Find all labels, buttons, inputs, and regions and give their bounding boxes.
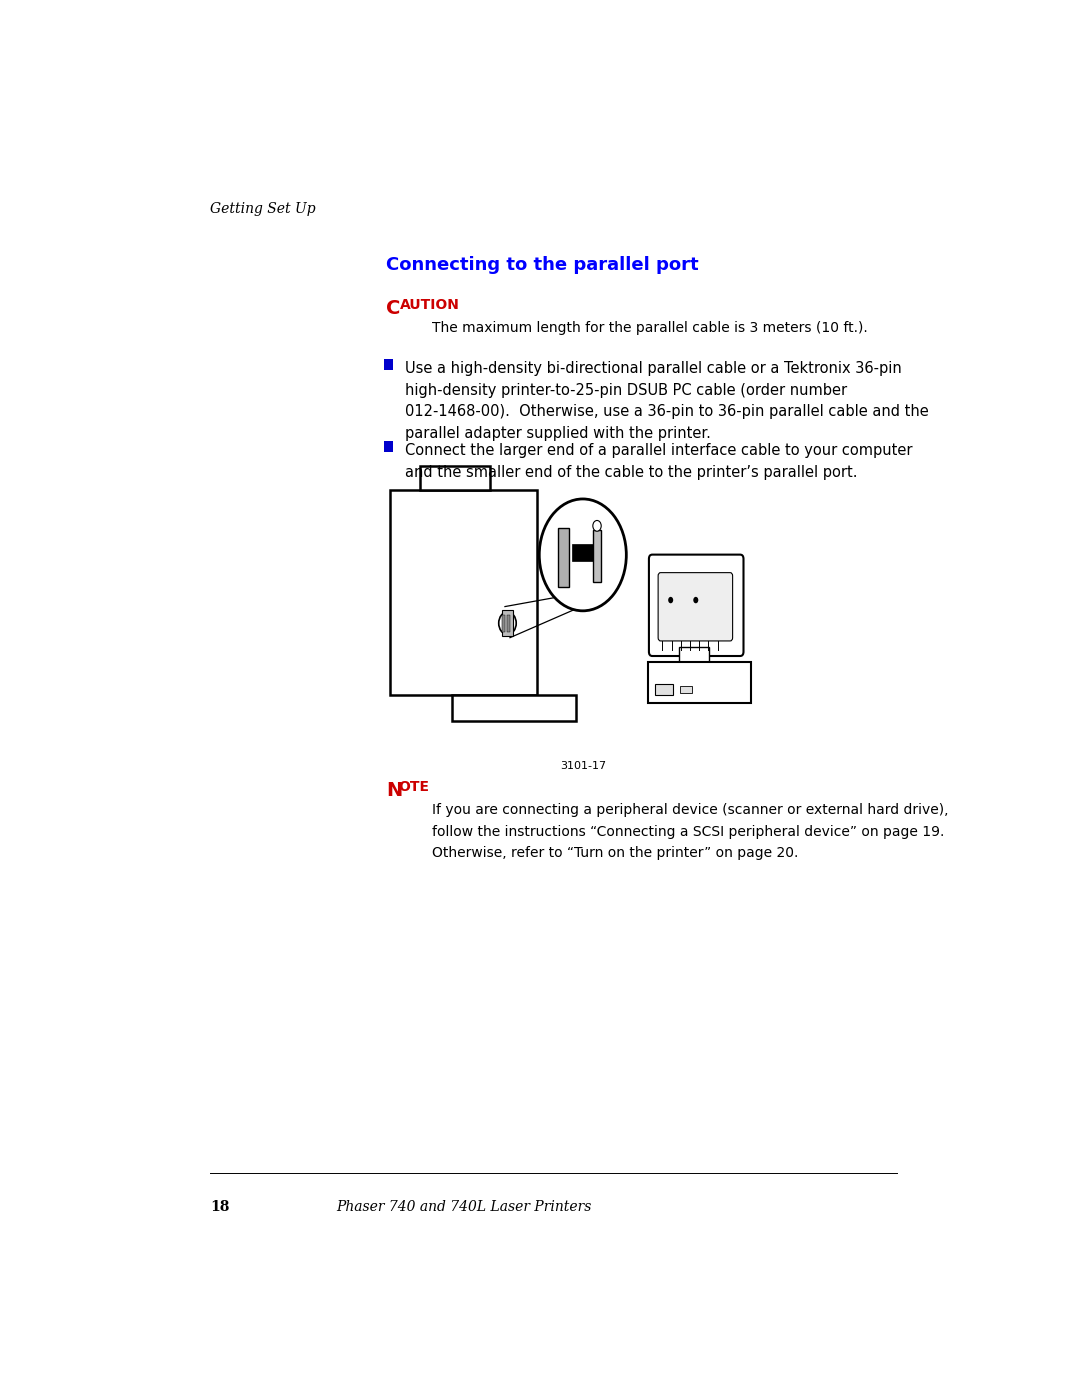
- Text: high-density printer-to-25-pin DSUB PC cable (order number: high-density printer-to-25-pin DSUB PC c…: [405, 383, 847, 398]
- Bar: [384, 441, 393, 451]
- Bar: [593, 529, 602, 581]
- Bar: [390, 490, 537, 694]
- Text: and the smaller end of the cable to the printer’s parallel port.: and the smaller end of the cable to the …: [405, 465, 858, 479]
- Text: Connect the larger end of a parallel interface cable to your computer: Connect the larger end of a parallel int…: [405, 443, 912, 458]
- Bar: [502, 615, 505, 631]
- Bar: [680, 686, 692, 693]
- Bar: [508, 615, 510, 631]
- Bar: [451, 694, 577, 721]
- Bar: [501, 610, 513, 636]
- Text: 012-1468-00).  Otherwise, use a 36-pin to 36-pin parallel cable and the: 012-1468-00). Otherwise, use a 36-pin to…: [405, 404, 929, 419]
- Text: parallel adapter supplied with the printer.: parallel adapter supplied with the print…: [405, 426, 711, 441]
- Text: 3101-17: 3101-17: [559, 761, 606, 771]
- Text: OTE: OTE: [399, 780, 430, 793]
- Text: 18: 18: [211, 1200, 230, 1214]
- Text: Otherwise, refer to “Turn on the printer” on page 20.: Otherwise, refer to “Turn on the printer…: [432, 847, 798, 861]
- Text: N: N: [387, 781, 403, 800]
- Circle shape: [669, 597, 673, 604]
- Text: follow the instructions “Connecting a SCSI peripheral device” on page 19.: follow the instructions “Connecting a SC…: [432, 824, 945, 838]
- Text: Phaser 740 and 740L Laser Printers: Phaser 740 and 740L Laser Printers: [336, 1200, 591, 1214]
- Bar: [572, 545, 593, 562]
- Text: The maximum length for the parallel cable is 3 meters (10 ft.).: The maximum length for the parallel cabl…: [432, 321, 868, 335]
- Text: Use a high-density bi-directional parallel cable or a Tektronix 36-pin: Use a high-density bi-directional parall…: [405, 362, 902, 376]
- Bar: [654, 685, 673, 694]
- Bar: [557, 528, 569, 587]
- Bar: [384, 359, 393, 370]
- Text: If you are connecting a peripheral device (scanner or external hard drive),: If you are connecting a peripheral devic…: [432, 803, 948, 817]
- Circle shape: [499, 612, 516, 634]
- Text: Getting Set Up: Getting Set Up: [211, 203, 316, 217]
- Bar: [419, 465, 490, 490]
- Circle shape: [593, 521, 602, 531]
- Bar: [648, 662, 751, 703]
- FancyBboxPatch shape: [649, 555, 743, 657]
- Text: AUTION: AUTION: [401, 298, 460, 312]
- Circle shape: [693, 597, 699, 604]
- Bar: [678, 647, 710, 665]
- Circle shape: [539, 499, 626, 610]
- Text: Connecting to the parallel port: Connecting to the parallel port: [387, 256, 699, 274]
- Text: C: C: [387, 299, 401, 319]
- FancyBboxPatch shape: [658, 573, 732, 641]
